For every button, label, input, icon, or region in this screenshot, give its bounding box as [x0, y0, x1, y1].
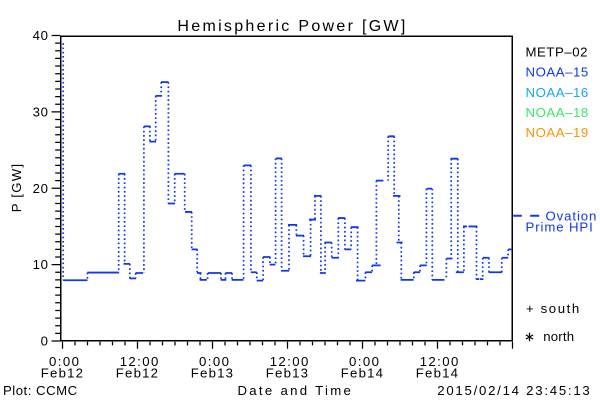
svg-text:2015/02/14 23:45:13: 2015/02/14 23:45:13 — [437, 383, 591, 398]
svg-text:Feb12: Feb12 — [116, 366, 159, 381]
svg-text:NOAA–18: NOAA–18 — [526, 105, 589, 120]
svg-text:Feb13: Feb13 — [191, 366, 234, 381]
svg-text:Feb12: Feb12 — [41, 366, 84, 381]
svg-text:NOAA–16: NOAA–16 — [526, 85, 589, 100]
svg-text:P [GW]: P [GW] — [9, 163, 24, 212]
svg-text:Feb14: Feb14 — [416, 366, 459, 381]
svg-text:20: 20 — [33, 181, 49, 196]
svg-text:0:00: 0:00 — [349, 354, 380, 369]
svg-text:30: 30 — [33, 104, 49, 119]
svg-text:Feb13: Feb13 — [266, 366, 309, 381]
svg-text:METP–02: METP–02 — [526, 45, 589, 60]
svg-text:0: 0 — [41, 334, 49, 349]
svg-text:Plot: CCMC: Plot: CCMC — [3, 383, 78, 398]
svg-text:NOAA–15: NOAA–15 — [526, 65, 589, 80]
svg-text:+ south: + south — [526, 301, 581, 316]
svg-text:Date and Time: Date and Time — [237, 383, 353, 398]
svg-text:Hemispheric Power [GW]: Hemispheric Power [GW] — [177, 18, 407, 35]
svg-text:0:00: 0:00 — [49, 354, 80, 369]
svg-text:Ovation: Ovation — [546, 208, 598, 223]
svg-text:12:00: 12:00 — [270, 354, 310, 369]
svg-text:NOAA–19: NOAA–19 — [526, 125, 589, 140]
svg-text:12:00: 12:00 — [420, 354, 460, 369]
svg-text:12:00: 12:00 — [120, 354, 160, 369]
svg-text:north: north — [543, 329, 574, 344]
svg-text:Feb14: Feb14 — [341, 366, 384, 381]
svg-text:10: 10 — [33, 257, 49, 272]
svg-text:Prime HPI: Prime HPI — [526, 220, 594, 235]
svg-text:0:00: 0:00 — [199, 354, 230, 369]
svg-text:40: 40 — [33, 28, 49, 43]
